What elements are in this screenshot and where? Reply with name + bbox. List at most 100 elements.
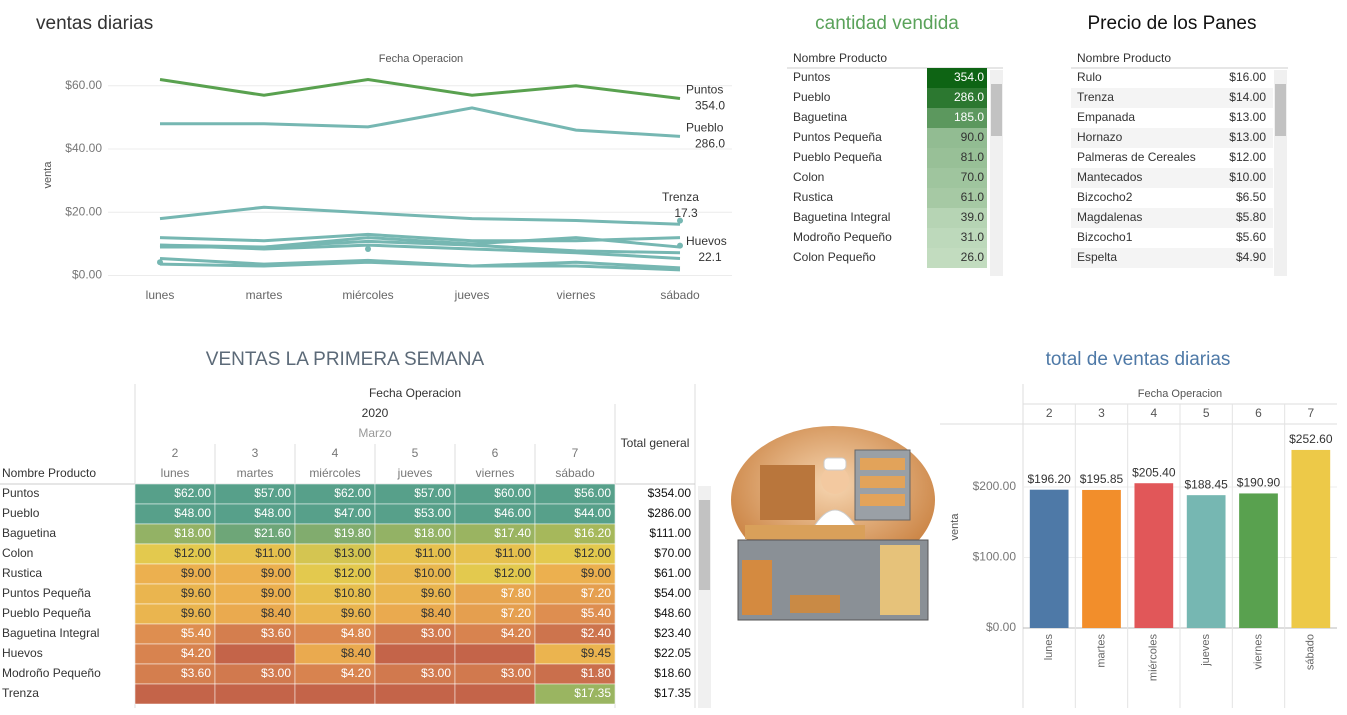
x-tick-label: lunes — [1043, 634, 1055, 661]
cell-label: $56.00 — [574, 486, 611, 500]
row-total: $48.60 — [654, 606, 691, 620]
row-name: Baguetina — [793, 110, 847, 124]
y-tick-label: $200.00 — [973, 479, 1017, 493]
row-name: Pueblo Pequeña — [793, 150, 882, 164]
cell-label: $4.20 — [341, 666, 371, 680]
line-label-value: 17.3 — [674, 206, 698, 220]
cell-label: $9.60 — [421, 586, 451, 600]
row-name: Modroño Pequeño — [2, 666, 101, 680]
bar-value-label: $196.20 — [1027, 472, 1071, 486]
row-name: Puntos — [2, 486, 39, 500]
bar — [1291, 449, 1331, 628]
row-name: Modroño Pequeño — [793, 230, 892, 244]
cell-label: $4.20 — [181, 646, 211, 660]
line-series — [159, 232, 681, 243]
x-tick-label: martes — [1095, 634, 1107, 668]
row-name: Baguetina Integral — [793, 210, 890, 224]
scroll-thumb[interactable] — [991, 84, 1002, 136]
price: $10.00 — [1229, 170, 1266, 184]
cell-label: $18.00 — [414, 526, 451, 540]
row-name: Bizcocho1 — [1077, 230, 1133, 244]
heat-cell — [214, 643, 296, 665]
x-tick-label: viernes — [557, 288, 596, 302]
cell-label: $18.00 — [174, 526, 211, 540]
scroll-thumb[interactable] — [699, 500, 710, 590]
heat-cell — [454, 683, 536, 705]
weekday-header: viernes — [476, 466, 515, 480]
scroll-thumb[interactable] — [1275, 84, 1286, 136]
x-tick-label: sábado — [660, 288, 700, 302]
row-total: $17.35 — [654, 686, 691, 700]
heat-cell — [927, 248, 987, 268]
weekday-header: martes — [237, 466, 274, 480]
line-label-value: 286.0 — [695, 137, 725, 151]
row-band — [1071, 168, 1273, 188]
heat-cell — [454, 643, 536, 665]
column-header: 5 — [1203, 406, 1210, 420]
cell-label: $12.00 — [334, 566, 371, 580]
cell-label: 185.0 — [954, 110, 984, 124]
cell-label: $48.00 — [174, 506, 211, 520]
row-name: Baguetina — [2, 526, 56, 540]
price: $5.80 — [1236, 210, 1266, 224]
cell-label: $3.60 — [181, 666, 211, 680]
y-tick-label: $60.00 — [65, 78, 102, 92]
row-name: Pueblo — [2, 506, 40, 520]
heat-cell — [927, 148, 987, 168]
heat-cell — [927, 168, 987, 188]
column-header: 7 — [1307, 406, 1314, 420]
column-header: Fecha Operacion — [369, 386, 461, 400]
row-name: Colon Pequeño — [793, 250, 876, 264]
cell-label: $11.00 — [415, 546, 451, 560]
heat-cell — [374, 683, 456, 705]
row-name: Bizcocho2 — [1077, 190, 1133, 204]
line-point — [157, 259, 163, 266]
bar — [1134, 483, 1174, 628]
cell-label: 81.0 — [961, 150, 985, 164]
weekday-header: sábado — [555, 466, 595, 480]
line-point — [677, 217, 683, 224]
chef-hat — [823, 457, 847, 471]
row-name: Rulo — [1077, 70, 1102, 84]
total-header: Total general — [621, 436, 690, 450]
heat-cell — [134, 683, 216, 705]
heat-cell — [927, 208, 987, 228]
cell-label: $4.20 — [501, 626, 531, 640]
weekday-header: lunes — [161, 466, 190, 480]
row-name: Pueblo Pequeña — [2, 606, 91, 620]
day-header: 5 — [412, 446, 419, 460]
price: $12.00 — [1229, 150, 1266, 164]
bread-tray — [745, 525, 865, 539]
cell-label: $8.40 — [421, 606, 451, 620]
cell-label: $9.00 — [261, 586, 291, 600]
cell-label: $48.00 — [254, 506, 291, 520]
weekday-header: jueves — [397, 466, 433, 480]
line-label: Pueblo — [686, 121, 724, 135]
price: $6.50 — [1236, 190, 1266, 204]
cell-label: $12.00 — [574, 546, 611, 560]
chef-face — [821, 466, 849, 494]
y-tick-label: $40.00 — [65, 141, 102, 155]
cell-label: $9.00 — [261, 566, 291, 580]
cell-label: $1.80 — [581, 666, 611, 680]
cell-label: $7.80 — [501, 586, 531, 600]
heat-cell — [927, 108, 987, 128]
price: $4.90 — [1236, 250, 1266, 264]
x-tick-label: jueves — [1200, 634, 1212, 667]
cell-label: $62.00 — [174, 486, 211, 500]
row-name: Puntos Pequeña — [793, 130, 882, 144]
cell-label: $13.00 — [334, 546, 371, 560]
cell-label: $47.00 — [334, 506, 371, 520]
row-name: Huevos — [2, 646, 43, 660]
row-name: Puntos — [793, 70, 830, 84]
oven-tray — [860, 476, 905, 488]
row-name: Empanada — [1077, 110, 1135, 124]
row-total: $286.00 — [648, 506, 692, 520]
heat-cell — [294, 683, 376, 705]
cell-label: $9.00 — [181, 566, 211, 580]
row-total: $22.05 — [654, 646, 691, 660]
bread-rack — [760, 465, 815, 520]
bar-value-label: $190.90 — [1237, 476, 1281, 490]
bar-value-label: $195.85 — [1080, 472, 1124, 486]
cell-label: $3.00 — [421, 666, 451, 680]
